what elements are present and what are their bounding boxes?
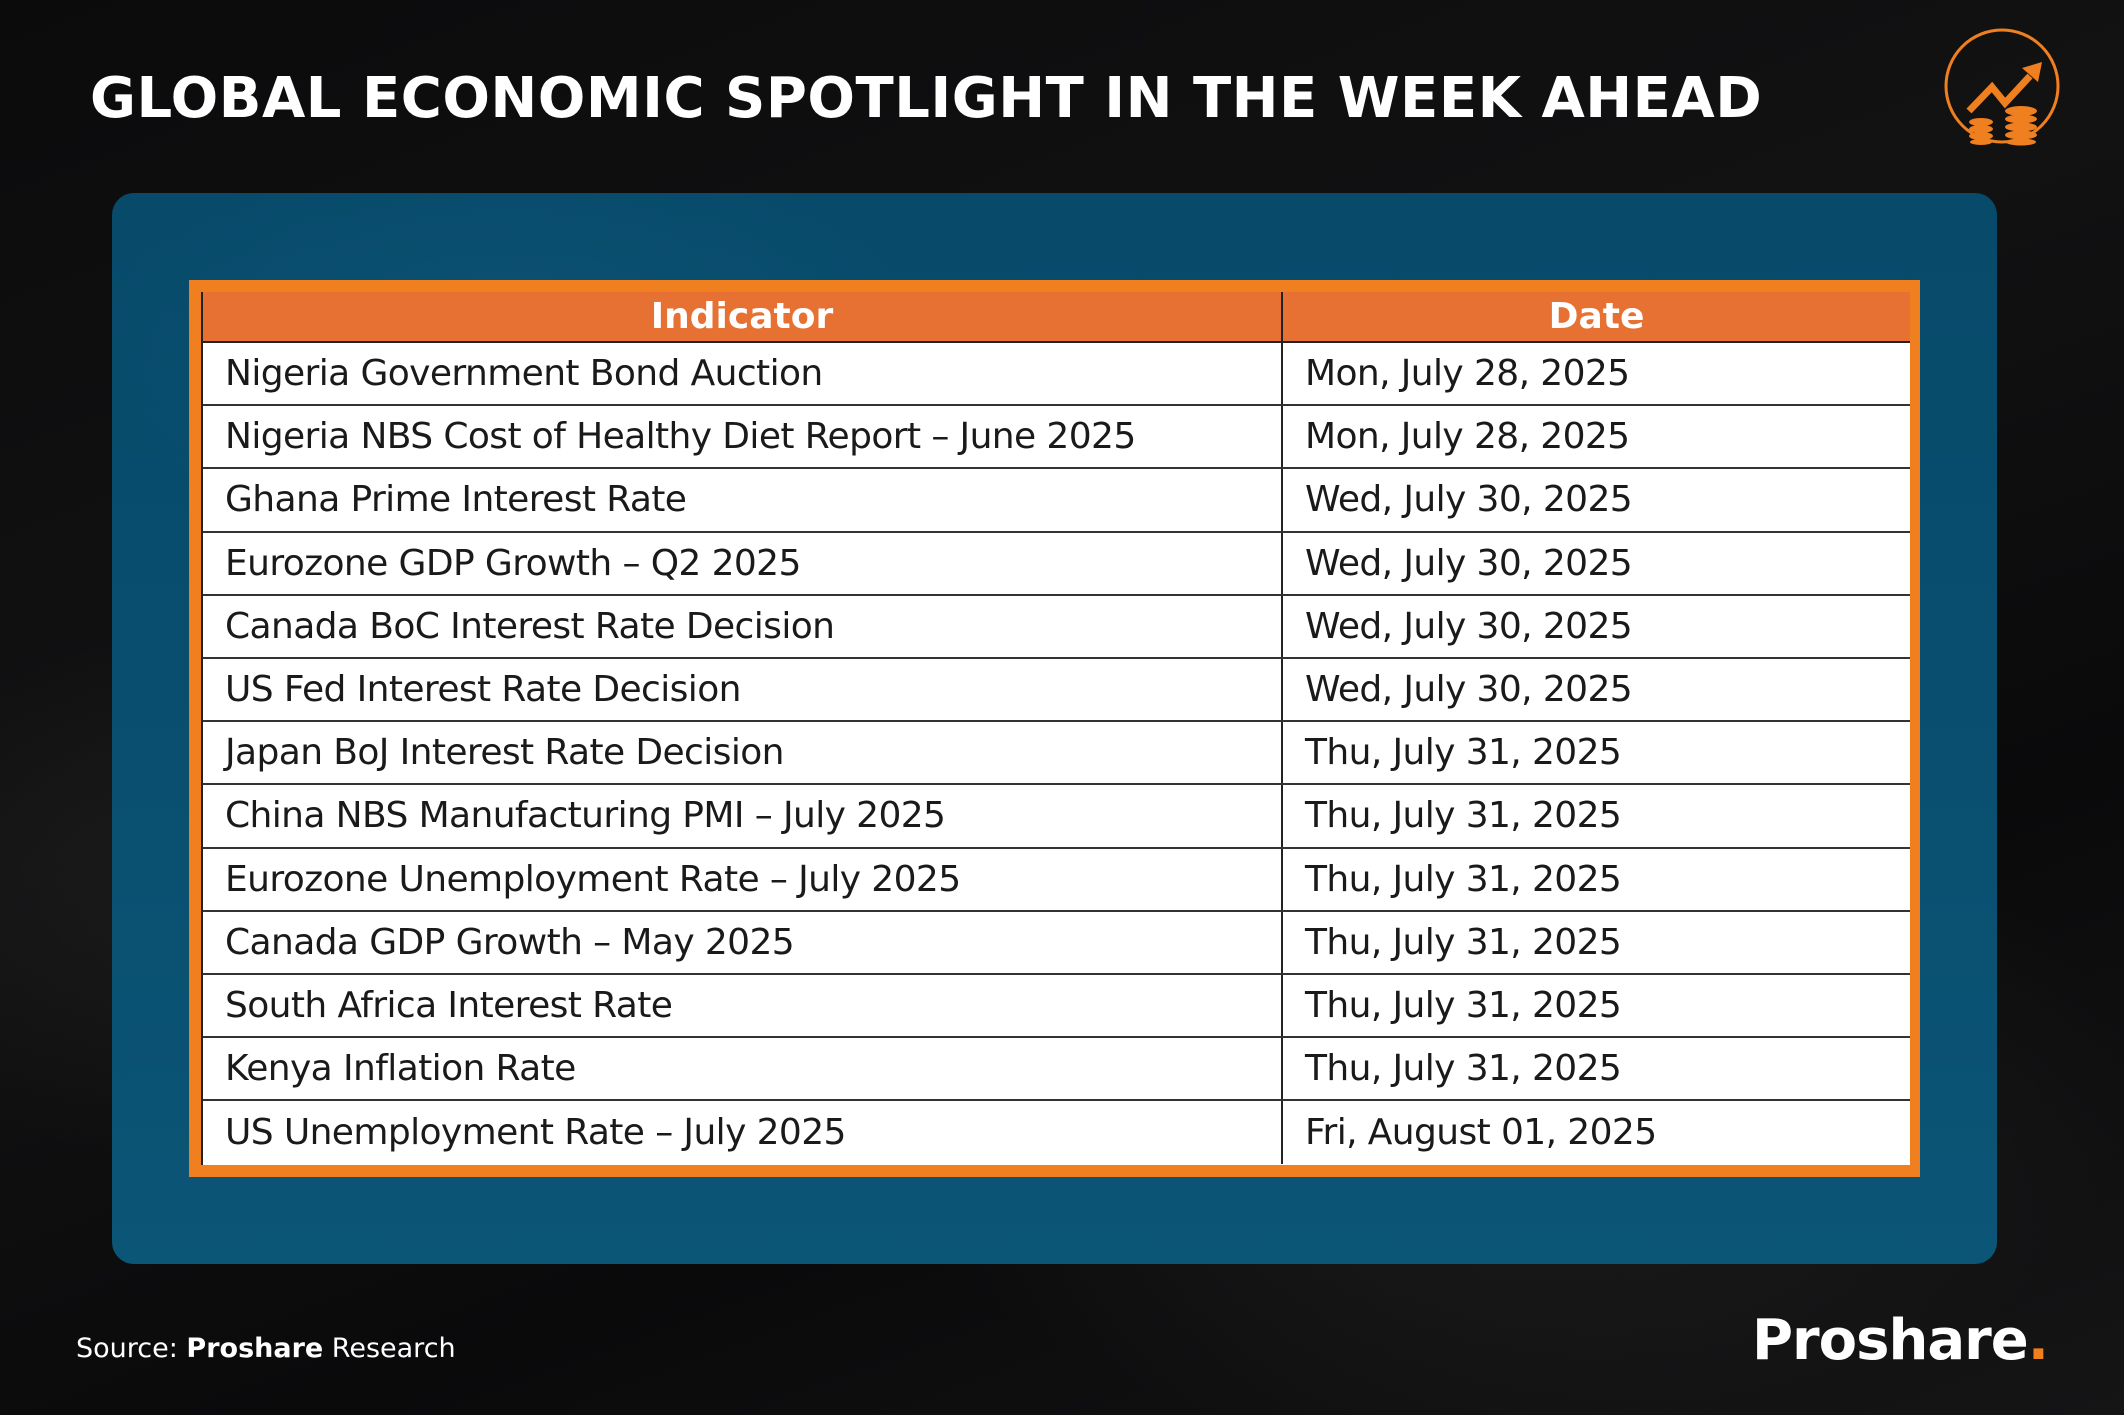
date-cell: Wed, July 30, 2025 [1305,669,1633,711]
indicator-cell: Nigeria Government Bond Auction [203,343,1283,405]
indicator-cell: Canada GDP Growth – May 2025 [203,911,1283,973]
date-cell: Thu, July 31, 2025 [1305,795,1622,837]
date-cell: Thu, July 31, 2025 [1305,858,1622,900]
date-cell: Fri, August 01, 2025 [1305,1112,1657,1154]
table-row: Eurozone Unemployment Rate – July 2025 T… [203,848,1910,912]
growth-coins-icon [1944,28,2060,146]
table-row: Nigeria NBS Cost of Healthy Diet Report … [203,406,1910,470]
column-header-indicator: Indicator [203,292,1283,341]
economic-calendar-table: Indicator Date Nigeria Government Bond A… [201,292,1910,1165]
date-cell: Thu, July 31, 2025 [1305,732,1622,774]
table-row: South Africa Interest Rate Thu, July 31,… [203,974,1910,1039]
proshare-logo: Proshare. [1752,1308,2049,1373]
date-cell: Wed, July 30, 2025 [1305,542,1633,584]
date-cell: Mon, July 28, 2025 [1305,353,1630,395]
source-credit: Source: Proshare Research [76,1333,456,1364]
source-prefix: Source: [76,1333,187,1364]
table-row: US Unemployment Rate – July 2025 Fri, Au… [203,1101,1910,1165]
indicator-cell: Ghana Prime Interest Rate [203,469,1283,531]
table-row: Canada BoC Interest Rate Decision Wed, J… [203,595,1910,659]
date-cell: Thu, July 31, 2025 [1305,984,1622,1026]
indicator-cell: China NBS Manufacturing PMI – July 2025 [203,785,1283,847]
table-row: Kenya Inflation Rate Thu, July 31, 2025 [203,1038,1910,1102]
brand-name: Proshare [1752,1308,2029,1373]
source-brand: Proshare [186,1333,324,1364]
date-cell: Thu, July 31, 2025 [1305,1048,1622,1090]
date-cell: Thu, July 31, 2025 [1305,921,1622,963]
brand-dot: . [2027,1308,2049,1373]
table-row: China NBS Manufacturing PMI – July 2025 … [203,785,1910,849]
column-header-date: Date [1548,296,1645,337]
indicator-cell: Canada BoC Interest Rate Decision [203,595,1283,657]
indicator-cell: Kenya Inflation Rate [203,1038,1283,1100]
table-row: Nigeria Government Bond Auction Mon, Jul… [203,343,1910,407]
table-row: Canada GDP Growth – May 2025 Thu, July 3… [203,911,1910,975]
indicator-cell: Nigeria NBS Cost of Healthy Diet Report … [203,406,1283,468]
table-row: Ghana Prime Interest Rate Wed, July 30, … [203,469,1910,533]
indicator-cell: US Fed Interest Rate Decision [203,658,1283,721]
date-cell: Wed, July 30, 2025 [1305,605,1633,647]
date-cell: Wed, July 30, 2025 [1305,479,1633,521]
source-suffix: Research [323,1333,456,1364]
table-row: Japan BoJ Interest Rate Decision Thu, Ju… [203,722,1910,786]
table-row: US Fed Interest Rate Decision Wed, July … [203,658,1910,723]
table-row: Eurozone GDP Growth – Q2 2025 Wed, July … [203,532,1910,596]
page-title: GLOBAL ECONOMIC SPOTLIGHT IN THE WEEK AH… [90,66,1763,131]
indicator-cell: Japan BoJ Interest Rate Decision [203,722,1283,784]
date-cell: Mon, July 28, 2025 [1305,416,1630,458]
table-header-row: Indicator Date [203,292,1910,343]
indicator-cell: US Unemployment Rate – July 2025 [203,1101,1283,1165]
indicator-cell: Eurozone GDP Growth – Q2 2025 [203,532,1283,594]
indicator-cell: Eurozone Unemployment Rate – July 2025 [203,848,1283,910]
indicator-cell: South Africa Interest Rate [203,974,1283,1037]
